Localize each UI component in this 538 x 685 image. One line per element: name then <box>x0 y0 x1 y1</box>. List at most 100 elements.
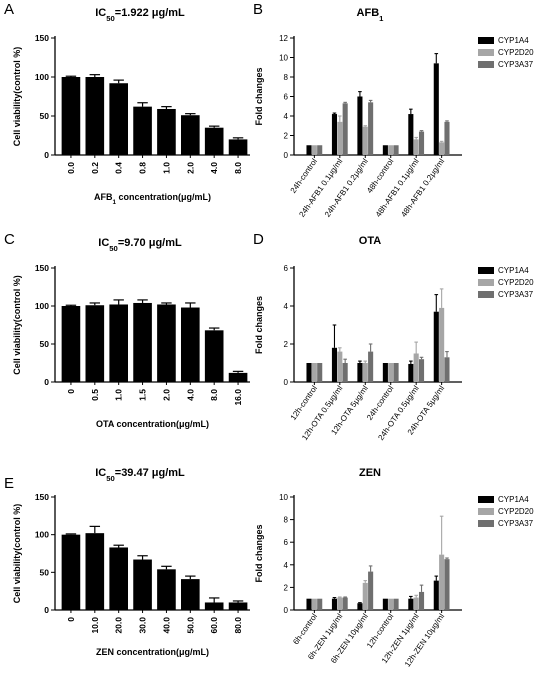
bar <box>228 372 248 382</box>
legend-swatch <box>478 508 494 515</box>
y-tick-label: 50 <box>40 567 50 577</box>
bar <box>181 115 200 155</box>
bar-cyp2d20 <box>439 307 445 382</box>
x-tick-label: 1.5 <box>138 389 148 401</box>
x-tick-label: 0.0 <box>66 162 76 174</box>
y-tick-label: 100 <box>35 72 49 82</box>
bar <box>157 304 176 382</box>
x-tick-label: 6h-control <box>291 612 319 646</box>
y-tick-label: 12 <box>279 34 288 43</box>
x-tick-label: 0.2 <box>90 162 100 174</box>
y-axis-label: Cell viability(control %) <box>12 504 22 604</box>
bar-cyp2d20 <box>388 145 394 155</box>
bar-cyp2d20 <box>362 363 368 382</box>
bar-cyp3a37 <box>342 363 348 382</box>
bar-cyp1a4 <box>408 363 414 382</box>
legend-label: CYP3A37 <box>498 519 534 528</box>
x-axis-label-prefix: OTA concentration(μg/mL) <box>96 419 209 429</box>
legend: CYP1A4 CYP2D20 CYP3A37 <box>478 266 534 299</box>
bar-cyp1a4 <box>408 114 414 155</box>
chart-title-prefix: AFB <box>357 7 380 19</box>
chart-title-sub: 1 <box>379 14 384 23</box>
legend-swatch <box>478 49 494 56</box>
bar-cyp1a4 <box>306 598 312 610</box>
x-tick-label: 30.0 <box>138 617 148 634</box>
bar-cyp2d20 <box>388 598 394 610</box>
y-tick-label: 0 <box>44 377 49 387</box>
chart-title: ZEN <box>359 467 381 479</box>
bar-cyp1a4 <box>357 603 363 610</box>
chart-title: IC50=1.922 μg/mL <box>95 7 185 23</box>
panel-label: C <box>4 231 15 248</box>
legend-label: CYP1A4 <box>498 36 529 45</box>
y-tick-label: 2 <box>284 583 289 592</box>
x-axis-label-sub: 1 <box>112 199 116 206</box>
y-tick-label: 50 <box>40 111 50 121</box>
bar-cyp2d20 <box>311 363 317 382</box>
bar-cyp3a37 <box>393 598 399 610</box>
chart-title: OTA <box>359 235 381 247</box>
bar <box>228 139 248 155</box>
bar-cyp2d20 <box>362 582 368 610</box>
bar <box>204 330 224 382</box>
chart-title: AFB1 <box>357 7 385 23</box>
chart-title-sub: 50 <box>106 14 115 23</box>
x-tick-label: 0.4 <box>114 162 124 174</box>
bar <box>61 306 81 382</box>
bar <box>85 77 105 155</box>
y-tick-label: 0 <box>44 605 49 615</box>
legend-label: CYP2D20 <box>498 278 534 287</box>
bar-cyp2d20 <box>439 142 445 155</box>
legend-swatch <box>478 279 494 286</box>
x-tick-label: 0 <box>66 389 76 394</box>
y-tick-label: 2 <box>284 132 289 141</box>
bar <box>181 579 200 610</box>
legend: CYP1A4 CYP2D20 CYP3A37 <box>478 36 534 69</box>
chart-title-prefix: IC <box>95 7 106 19</box>
bar-cyp3a37 <box>393 363 399 382</box>
bar <box>133 106 152 155</box>
legend-label: CYP3A37 <box>498 290 534 299</box>
bar <box>157 108 176 155</box>
bar-cyp3a37 <box>368 571 374 610</box>
bar-cyp2d20 <box>337 597 343 610</box>
bar-cyp1a4 <box>331 114 338 155</box>
x-tick-label: 40.0 <box>161 617 171 634</box>
x-tick-label: 1.0 <box>114 389 124 401</box>
y-axis-label: Cell viability(control %) <box>12 47 22 147</box>
chart-title-prefix: IC <box>98 237 109 249</box>
bar-cyp2d20 <box>337 121 343 155</box>
bar-cyp3a37 <box>444 121 450 155</box>
bar-cyp1a4 <box>306 145 312 155</box>
y-tick-label: 2 <box>284 340 289 349</box>
x-tick-label: 20.0 <box>114 617 124 634</box>
bar-cyp1a4 <box>357 96 363 155</box>
y-tick-label: 100 <box>35 530 49 540</box>
y-tick-label: 150 <box>35 33 49 43</box>
bar <box>204 602 224 610</box>
bar-cyp3a37 <box>418 591 425 610</box>
x-tick-label: 8.0 <box>233 162 243 174</box>
legend-swatch <box>478 520 494 527</box>
y-tick-label: 6 <box>284 93 289 102</box>
bar-cyp1a4 <box>306 363 312 382</box>
bar <box>61 534 81 610</box>
chart-panel-2: C 0 50 100 150 Cell viability(control %) 0 0.5 1… <box>4 231 250 406</box>
x-tick-label: 10.0 <box>90 617 100 634</box>
bar-cyp1a4 <box>433 311 439 382</box>
bar-cyp3a37 <box>393 145 399 155</box>
bar <box>133 302 152 382</box>
chart-title: IC50=39.47 μg/mL <box>95 467 185 483</box>
bar-cyp1a4 <box>331 347 338 382</box>
bar-cyp2d20 <box>337 351 343 382</box>
y-tick-label: 150 <box>35 263 49 273</box>
x-tick-label: 2.0 <box>185 162 195 174</box>
y-tick-label: 0 <box>44 150 49 160</box>
legend-label: CYP2D20 <box>498 507 534 516</box>
panel-label: B <box>253 1 263 18</box>
x-tick-label: 1.0 <box>161 162 171 174</box>
y-tick-label: 8 <box>284 516 289 525</box>
x-tick-label: 8.0 <box>209 389 219 401</box>
y-tick-label: 0 <box>284 378 289 387</box>
